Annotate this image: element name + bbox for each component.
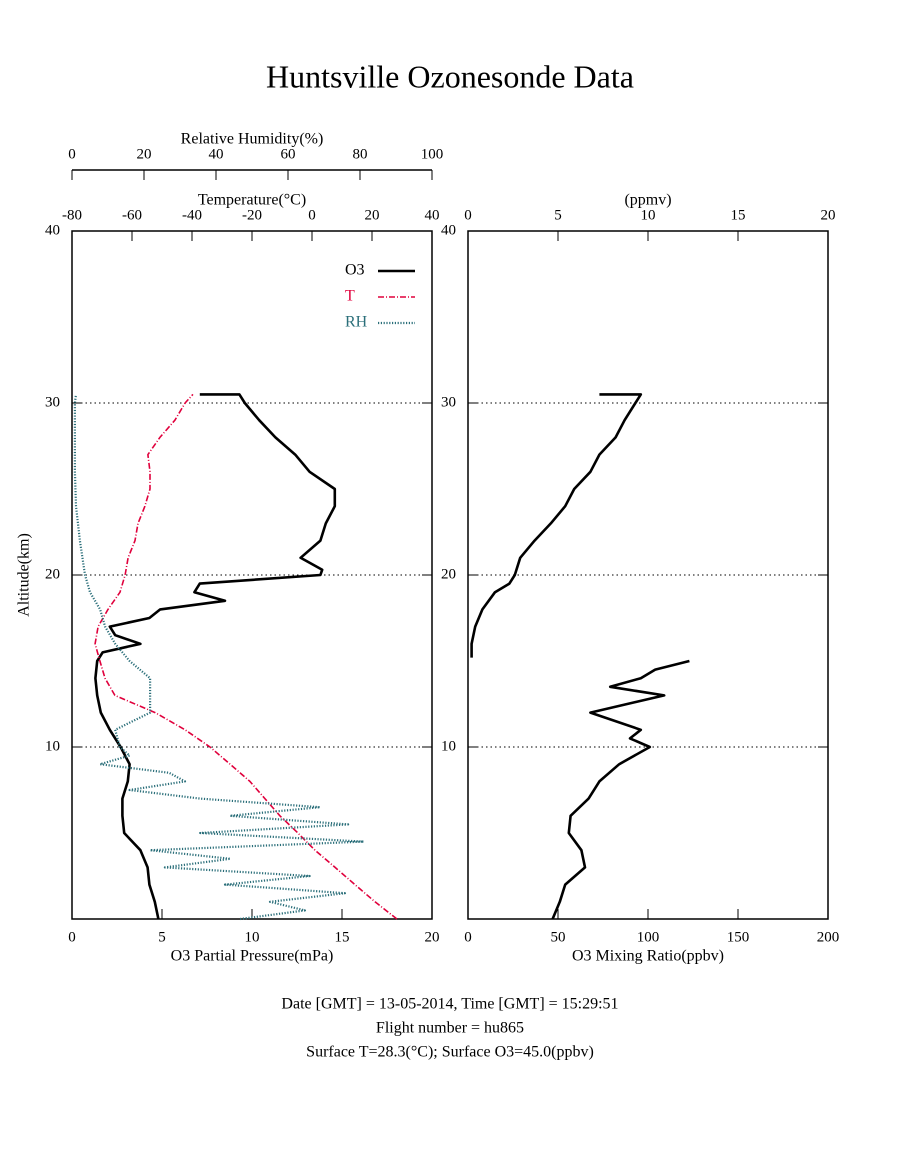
top-tick-label: 80: [353, 146, 368, 162]
top-tick-label: -60: [122, 207, 142, 223]
top-tick-label: 20: [821, 207, 836, 223]
legend-label: O3: [345, 262, 365, 279]
footer-line: Surface T=28.3(°C); Surface O3=45.0(ppbv…: [306, 1044, 594, 1061]
top-tick-label: 100: [421, 146, 444, 162]
top-tick-label: 15: [731, 207, 746, 223]
y-tick-label: 10: [45, 738, 60, 754]
x-tick-label: 50: [551, 929, 566, 945]
x-tick-label: 10: [245, 929, 260, 945]
top-tick-label: 40: [209, 146, 224, 162]
x-axis-label: O3 Mixing Ratio(ppbv): [572, 948, 724, 965]
y-tick-label: 30: [45, 394, 60, 410]
y-tick-label: 20: [441, 566, 456, 582]
x-tick-label: 5: [158, 929, 166, 945]
top-tick-label: -40: [182, 207, 202, 223]
footer-line: Date [GMT] = 13-05-2014, Time [GMT] = 15…: [281, 996, 618, 1013]
profile-line: [94, 393, 398, 920]
top-tick-label: 5: [554, 207, 562, 223]
top-tick-label: 20: [365, 207, 380, 223]
x-tick-label: 0: [464, 929, 472, 945]
profile-line: [73, 394, 365, 921]
x-tick-label: 15: [335, 929, 350, 945]
top-axis-label: Relative Humidity(%): [181, 131, 324, 148]
top-tick-label: 10: [641, 207, 656, 223]
top-tick-label: 60: [281, 146, 296, 162]
y-tick-label: 40: [45, 222, 60, 238]
y-tick-label: 20: [45, 566, 60, 582]
top-tick-label: 0: [308, 207, 316, 223]
top-tick-label: 0: [68, 146, 76, 162]
top-axis-label: (ppmv): [624, 192, 671, 209]
chart-title: Huntsville Ozonesonde Data: [266, 58, 634, 94]
legend-label: T: [345, 288, 355, 305]
profile-line: [470, 393, 690, 920]
top-tick-label: -80: [62, 207, 82, 223]
y-tick-label: 40: [441, 222, 456, 238]
top-tick-label: 0: [464, 207, 472, 223]
y-axis-label: Altitude(km): [16, 533, 33, 617]
top-axis-label: Temperature(°C): [198, 192, 306, 209]
footer-line: Flight number = hu865: [376, 1020, 524, 1037]
x-axis-label: O3 Partial Pressure(mPa): [171, 948, 334, 965]
y-tick-label: 30: [441, 394, 456, 410]
y-tick-label: 10: [441, 738, 456, 754]
top-tick-label: 20: [137, 146, 152, 162]
legend-label: RH: [345, 314, 368, 331]
x-tick-label: 200: [817, 929, 840, 945]
x-tick-label: 20: [425, 929, 440, 945]
x-tick-label: 0: [68, 929, 76, 945]
top-tick-label: 40: [425, 207, 440, 223]
x-tick-label: 100: [637, 929, 660, 945]
profile-line: [94, 393, 337, 920]
top-tick-label: -20: [242, 207, 262, 223]
x-tick-label: 150: [727, 929, 750, 945]
